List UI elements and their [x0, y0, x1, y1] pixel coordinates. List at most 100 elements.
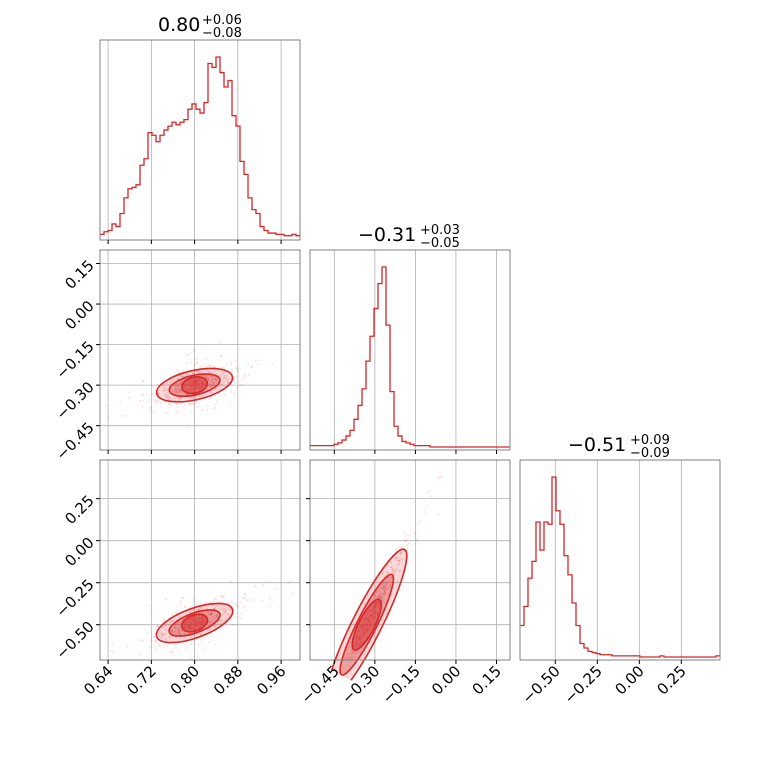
scatter-point — [386, 581, 389, 584]
scatter-point — [390, 566, 393, 569]
scatter-point — [388, 584, 391, 587]
scatter-point — [213, 378, 216, 381]
scatter-point — [175, 402, 178, 406]
scatter-point — [332, 687, 334, 689]
scatter-point — [192, 403, 195, 406]
scatter-point — [209, 612, 213, 616]
scatter-point — [214, 370, 217, 373]
scatter-point — [177, 382, 180, 385]
scatter-point — [386, 564, 389, 567]
scatter-point — [452, 437, 454, 439]
scatter-point — [221, 383, 224, 386]
scatter-point — [398, 557, 402, 560]
scatter-point — [209, 380, 213, 383]
scatter-point — [405, 534, 408, 537]
scatter-point — [207, 377, 210, 380]
scatter-point — [196, 608, 199, 612]
scatter-point — [150, 639, 153, 642]
scatter-point — [199, 606, 202, 610]
scatter-point — [271, 362, 274, 365]
scatter-point — [388, 579, 391, 582]
scatter-point — [159, 402, 162, 405]
scatter-point — [168, 623, 171, 627]
scatter-point — [208, 382, 211, 385]
scatter-point — [379, 591, 382, 594]
scatter-point — [380, 596, 384, 599]
scatter-point — [202, 636, 205, 640]
scatter-point — [168, 621, 171, 624]
scatter-point — [244, 373, 247, 376]
scatter-point — [221, 618, 224, 621]
scatter-point — [207, 370, 210, 373]
scatter-point — [179, 387, 182, 390]
scatter-point — [437, 476, 440, 479]
scatter-point — [202, 374, 205, 377]
scatter-point — [398, 570, 401, 573]
scatter-point — [138, 399, 142, 403]
scatter-point — [221, 595, 224, 598]
scatter-point — [345, 653, 348, 656]
scatter-point — [401, 544, 404, 547]
scatter-point — [350, 655, 353, 658]
scatter-point — [175, 391, 178, 395]
scatter-point — [217, 614, 220, 617]
scatter-point — [171, 378, 175, 381]
scatter-point — [163, 617, 166, 620]
scatter-point — [202, 370, 205, 373]
scatter-point — [397, 559, 400, 562]
scatter-point — [176, 369, 179, 372]
scatter-point — [202, 649, 206, 652]
scatter-point — [219, 376, 222, 379]
scatter-point — [169, 620, 172, 623]
scatter-point — [174, 612, 177, 615]
scatter-point — [208, 621, 211, 624]
scatter-point — [173, 626, 176, 629]
scatter-point — [303, 754, 305, 756]
scatter-point — [379, 592, 382, 595]
scatter-point — [254, 359, 257, 362]
scatter-point — [179, 602, 182, 605]
scatter-point — [188, 401, 191, 405]
scatter-point — [386, 571, 389, 574]
scatter-point — [199, 631, 202, 634]
scatter-point — [250, 365, 253, 369]
scatter-point — [399, 553, 402, 556]
density-contours — [155, 367, 408, 692]
scatter-point — [173, 391, 176, 394]
y-tick-label: −0.45 — [52, 419, 97, 464]
scatter-point — [223, 393, 226, 396]
scatter-point — [352, 651, 355, 654]
scatter-point — [162, 633, 165, 636]
scatter-point — [381, 618, 384, 622]
scatter-point — [170, 390, 173, 393]
scatter-point — [196, 371, 200, 375]
scatter-point — [199, 638, 203, 642]
scatter-point — [209, 620, 212, 623]
scatter-point — [354, 653, 357, 656]
scatter-point — [193, 362, 196, 366]
scatter-point — [210, 384, 213, 387]
scatter-point — [174, 646, 177, 649]
scatter-point — [179, 390, 182, 393]
scatter-point — [395, 556, 398, 560]
scatter-point — [429, 495, 432, 498]
scatter-point — [224, 610, 227, 613]
scatter-point — [158, 632, 161, 635]
scatter-point — [178, 623, 181, 626]
scatter-point — [135, 666, 137, 668]
scatter-point — [412, 532, 416, 535]
scatter-point — [181, 375, 184, 378]
scatter-point — [170, 629, 173, 632]
scatter-point — [189, 352, 192, 355]
scatter-point — [191, 403, 194, 406]
scatter-point — [335, 700, 337, 702]
scatter-point — [323, 708, 325, 710]
scatter-point — [359, 651, 362, 654]
scatter-point — [178, 632, 181, 636]
scatter-point — [236, 386, 239, 389]
scatter-point — [202, 611, 205, 614]
scatter-point — [408, 534, 411, 537]
scatter-point — [206, 377, 209, 380]
scatter-point — [164, 597, 167, 601]
scatter-point — [197, 644, 200, 647]
